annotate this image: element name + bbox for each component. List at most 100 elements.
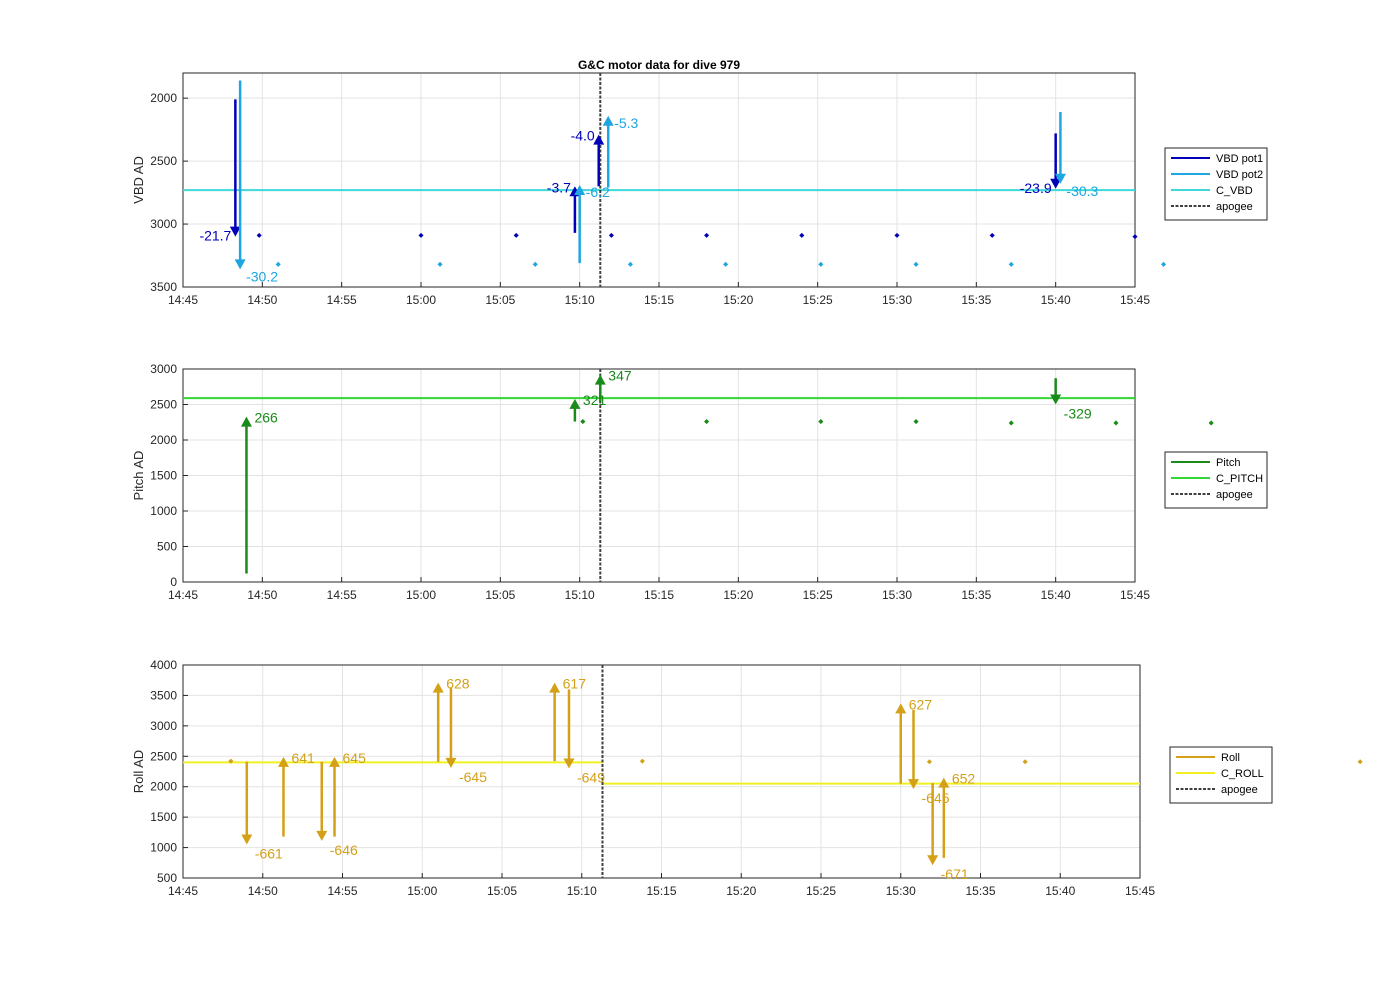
arrow-value-label: -30.2 [246,268,278,284]
arrow-value-label: 645 [343,750,367,766]
y-tick-label: 2500 [150,154,177,168]
y-tick-label: 4000 [150,658,177,672]
y-tick-label: 1000 [150,841,177,855]
arrow-value-label: 627 [909,696,933,712]
data-point [989,232,995,238]
data-point [639,758,645,764]
data-point [1008,420,1014,426]
x-tick-label: 14:45 [168,588,198,602]
motor-move-arrowhead [277,756,289,767]
motor-move-arrowhead [1050,394,1062,405]
motor-move-arrowhead [241,834,253,845]
x-tick-label: 15:40 [1041,293,1071,307]
motor-move-arrowhead [927,855,939,866]
arrow-value-label: 321 [583,392,607,408]
legend-label: apogee [1216,201,1253,213]
y-tick-label: 500 [157,540,177,554]
arrow-value-label: 628 [446,676,470,692]
legend-label: C_PITCH [1216,473,1263,485]
data-point [704,232,710,238]
motor-move-arrowhead [1054,173,1066,184]
arrow-value-label: -6.2 [586,184,610,200]
x-tick-label: 15:05 [485,588,515,602]
x-tick-label: 14:45 [168,293,198,307]
arrow-value-label: -329 [1064,406,1092,422]
data-point [437,261,443,267]
motor-move-arrowhead [574,185,586,196]
x-tick-label: 15:00 [406,293,436,307]
x-tick-label: 15:35 [961,293,991,307]
x-tick-label: 15:30 [886,884,916,898]
arrow-value-label: -646 [330,842,358,858]
data-point [275,261,281,267]
legend-label: C_VBD [1216,185,1253,197]
data-point [926,759,933,765]
x-tick-label: 15:40 [1045,884,1075,898]
x-tick-label: 15:40 [1041,588,1071,602]
x-tick-label: 15:05 [487,884,517,898]
motor-move-arrowhead [1050,178,1062,189]
legend-label: apogee [1221,784,1258,796]
motor-move-arrowhead [240,416,252,427]
x-tick-label: 15:00 [407,884,437,898]
x-tick-label: 15:15 [646,884,676,898]
x-tick-label: 15:25 [803,293,833,307]
x-tick-label: 15:05 [485,293,515,307]
legend-label: VBD pot2 [1216,169,1263,181]
arrow-value-label: 347 [608,368,632,384]
y-tick-label: 1000 [150,504,177,518]
motor-move-arrowhead [594,374,606,385]
data-point [580,418,586,425]
y-tick-label: 1500 [150,810,177,824]
data-point [513,232,519,238]
arrow-value-label: 266 [254,410,278,426]
x-tick-label: 14:50 [247,588,277,602]
y-axis-label: Pitch AD [131,451,146,501]
motor-move-arrowhead [602,115,614,126]
x-tick-label: 14:55 [327,884,357,898]
legend-label: Roll [1221,752,1240,764]
y-tick-label: 500 [157,871,177,885]
arrow-value-label: 641 [291,750,315,766]
motor-move-arrowhead [445,757,457,768]
axes-frame-2 [182,664,1141,879]
motor-move-arrowhead [908,779,920,790]
y-tick-label: 2000 [150,780,177,794]
x-tick-label: 15:25 [806,884,836,898]
x-tick-label: 14:50 [247,293,277,307]
y-tick-label: 1500 [150,469,177,483]
motor-move-arrowhead [549,682,561,693]
y-tick-label: 2500 [150,398,177,412]
arrow-value-label: -645 [922,790,950,806]
x-tick-label: 15:15 [644,293,674,307]
arrow-value-label: -5.3 [614,115,638,131]
chart-title: G&C motor data for dive 979 [578,58,740,72]
x-tick-label: 15:30 [882,293,912,307]
x-tick-label: 14:50 [248,884,278,898]
data-point [256,232,262,238]
x-tick-label: 15:35 [961,588,991,602]
arrow-value-label: -23.9 [1020,180,1052,196]
arrow-value-label: -21.7 [199,228,231,244]
x-tick-label: 14:45 [168,884,198,898]
motor-move-arrowhead [569,398,581,409]
data-point [818,261,824,267]
y-tick-label: 0 [170,575,177,589]
arrow-value-label: -649 [577,769,605,785]
y-axis-label: VBD AD [131,156,146,204]
legend-label: VBD pot1 [1216,153,1263,165]
axes-frame-1 [182,368,1136,583]
motor-move-arrowhead [234,259,246,270]
data-point [799,232,805,238]
arrow-value-label: -671 [941,866,969,882]
x-tick-label: 15:00 [406,588,436,602]
x-tick-label: 15:20 [723,588,753,602]
data-point [1357,759,1363,765]
arrow-value-label: -661 [255,846,283,862]
data-point [1113,420,1119,426]
x-tick-label: 15:20 [723,293,753,307]
motor-move-arrowhead [329,756,341,767]
x-tick-label: 15:15 [644,588,674,602]
legend-label: C_ROLL [1221,768,1264,780]
arrow-value-label: 652 [952,771,976,787]
